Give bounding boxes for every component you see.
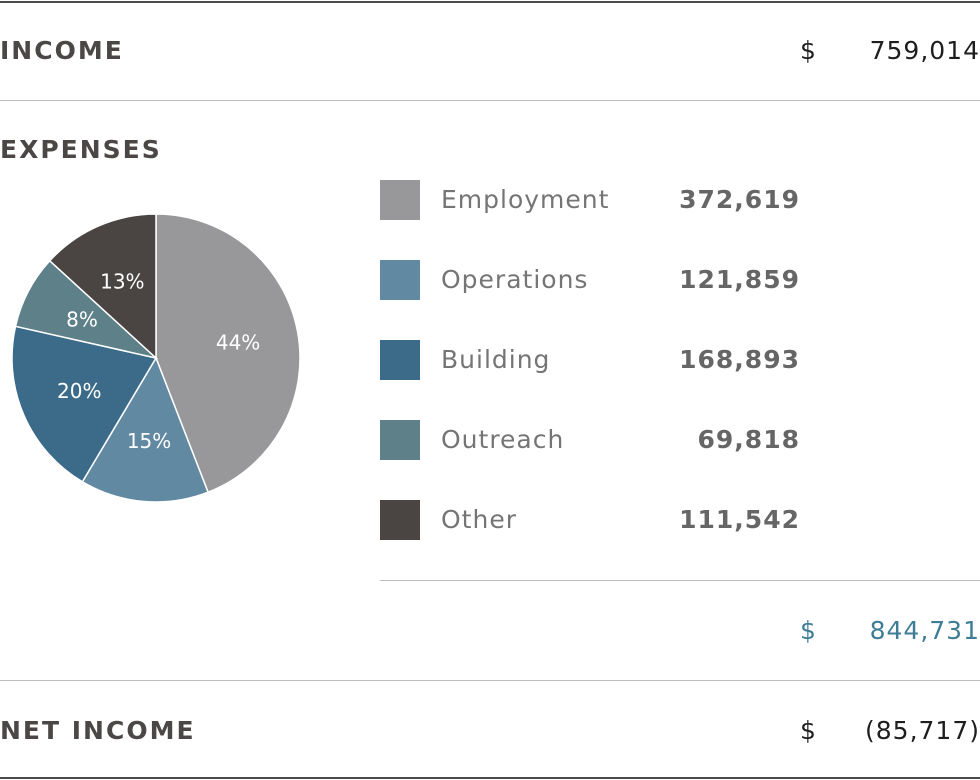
expenses-pie-chart: 44% 15% 20% 8%13% xyxy=(11,213,301,503)
legend-value-other: 111,542 xyxy=(679,505,800,534)
legend-swatch-building xyxy=(380,340,420,380)
legend-label-outreach: Outreach xyxy=(441,425,565,454)
legend-label-other: Other xyxy=(441,505,517,534)
pie-label-other: 13% xyxy=(100,270,144,294)
net-income-currency: $ xyxy=(800,716,816,745)
legend-item-operations: Operations 121,859 xyxy=(380,260,800,300)
top-rule xyxy=(0,1,980,3)
legend-item-employment: Employment 372,619 xyxy=(380,180,800,220)
pie-label-building: 20% xyxy=(57,379,101,403)
legend-swatch-other xyxy=(380,500,420,540)
legend-swatch-operations xyxy=(380,260,420,300)
income-divider xyxy=(0,100,980,101)
legend-item-outreach: Outreach 69,818 xyxy=(380,420,800,460)
legend-item-building: Building 168,893 xyxy=(380,340,800,380)
legend-swatch-employment xyxy=(380,180,420,220)
legend-value-outreach: 69,818 xyxy=(697,425,800,454)
net-income-divider xyxy=(0,680,980,681)
net-income-amount: (85,717) xyxy=(865,716,980,745)
legend-label-employment: Employment xyxy=(441,185,610,214)
net-income-heading: NET INCOME xyxy=(0,716,196,745)
expenses-heading: EXPENSES xyxy=(0,135,162,164)
pie-slice-employment xyxy=(155,213,301,494)
expenses-total-divider xyxy=(380,580,980,581)
pie-slice-other xyxy=(48,213,157,360)
legend-value-operations: 121,859 xyxy=(679,265,800,294)
legend-value-building: 168,893 xyxy=(679,345,800,374)
legend-label-building: Building xyxy=(441,345,551,374)
pie-label-outreach: 8% xyxy=(66,307,98,331)
expenses-total-amount: 844,731 xyxy=(869,616,980,645)
income-heading: INCOME xyxy=(0,36,124,65)
income-currency: $ xyxy=(800,36,816,65)
legend-label-operations: Operations xyxy=(441,265,589,294)
bottom-rule xyxy=(0,777,980,779)
income-amount: 759,014 xyxy=(869,36,980,65)
pie-slice-operations xyxy=(81,356,210,503)
pie-slice-building xyxy=(11,325,158,483)
pie-label-operations: 15% xyxy=(127,429,171,453)
pie-label-employment: 44% xyxy=(216,331,260,355)
legend-swatch-outreach xyxy=(380,420,420,460)
legend-item-other: Other 111,542 xyxy=(380,500,800,540)
legend-value-employment: 372,619 xyxy=(679,185,800,214)
expenses-total-currency: $ xyxy=(800,616,816,645)
